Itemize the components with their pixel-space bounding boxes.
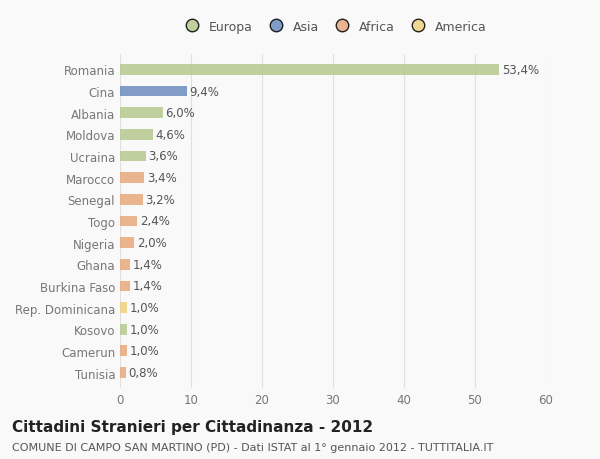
Text: 1,4%: 1,4% <box>133 258 163 271</box>
Bar <box>120 259 130 270</box>
Bar <box>120 108 163 119</box>
Bar <box>120 324 127 335</box>
Bar <box>120 86 187 97</box>
Bar <box>120 173 144 184</box>
Text: 3,6%: 3,6% <box>148 150 178 163</box>
Text: COMUNE DI CAMPO SAN MARTINO (PD) - Dati ISTAT al 1° gennaio 2012 - TUTTITALIA.IT: COMUNE DI CAMPO SAN MARTINO (PD) - Dati … <box>12 442 493 452</box>
Text: 1,0%: 1,0% <box>130 345 160 358</box>
Bar <box>120 281 130 292</box>
Text: 3,2%: 3,2% <box>146 193 175 207</box>
Text: 3,4%: 3,4% <box>147 172 177 185</box>
Bar <box>120 238 134 248</box>
Bar <box>120 216 137 227</box>
Bar <box>120 65 499 76</box>
Text: 1,4%: 1,4% <box>133 280 163 293</box>
Bar <box>120 346 127 357</box>
Text: 53,4%: 53,4% <box>502 64 539 77</box>
Bar <box>120 129 152 140</box>
Text: Cittadini Stranieri per Cittadinanza - 2012: Cittadini Stranieri per Cittadinanza - 2… <box>12 419 373 434</box>
Text: 2,0%: 2,0% <box>137 236 167 250</box>
Text: 6,0%: 6,0% <box>166 107 195 120</box>
Bar <box>120 302 127 313</box>
Bar <box>120 195 143 205</box>
Text: 9,4%: 9,4% <box>190 85 220 98</box>
Text: 2,4%: 2,4% <box>140 215 170 228</box>
Text: 1,0%: 1,0% <box>130 323 160 336</box>
Text: 0,8%: 0,8% <box>128 366 158 379</box>
Text: 4,6%: 4,6% <box>155 129 185 141</box>
Bar <box>120 367 125 378</box>
Text: 1,0%: 1,0% <box>130 302 160 314</box>
Legend: Europa, Asia, Africa, America: Europa, Asia, Africa, America <box>176 18 490 36</box>
Bar <box>120 151 146 162</box>
